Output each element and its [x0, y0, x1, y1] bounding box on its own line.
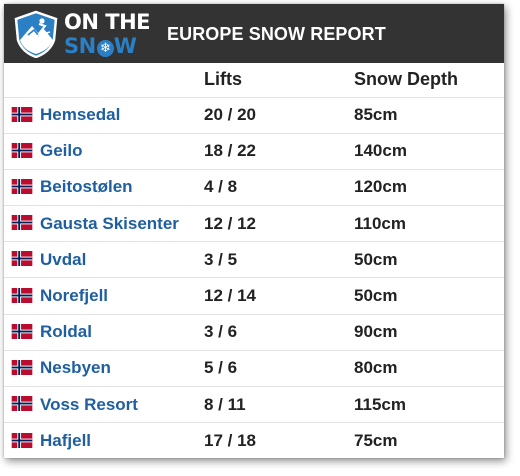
onthesnow-logo[interactable]: ON THE SN ❄ W — [12, 10, 162, 60]
resort-cell: Nesbyen — [4, 350, 204, 386]
snow-depth-value: 85cm — [354, 105, 398, 125]
snow-depth-value: 115cm — [354, 394, 406, 414]
table-row: Geilo 18 / 22 140cm — [4, 133, 504, 169]
table-row: Hemsedal 20 / 20 85cm — [4, 97, 504, 133]
lifts-open-value: 3 / 5 — [204, 249, 238, 269]
norway-flag-icon — [11, 432, 33, 448]
resort-cell: Uvdal — [4, 242, 204, 278]
resort-name-link[interactable]: Hemsedal — [40, 105, 121, 125]
table-row: Norefjell 12 / 14 50cm — [4, 277, 504, 314]
table-body: Hemsedal 20 / 20 85cm Geilo 18 / 22 140c… — [4, 97, 504, 458]
snow-depth-value: 90cm — [354, 322, 398, 342]
resort-cell: Voss Resort — [4, 387, 204, 423]
snow-depth-value: 120cm — [354, 177, 407, 197]
table-row: Nesbyen 5 / 6 80cm — [4, 350, 504, 386]
lifts-open-value: 3 / 6 — [204, 322, 238, 342]
lifts-open-value: 4 / 8 — [204, 177, 238, 197]
norway-flag-icon — [11, 251, 33, 267]
snow-depth-value: 50cm — [354, 249, 398, 269]
norway-flag-icon — [11, 396, 33, 412]
resort-name-link[interactable]: Geilo — [40, 141, 83, 161]
report-header: ON THE SN ❄ W EUROPE SNOW REPORT — [4, 4, 504, 63]
snow-depth-value: 75cm — [354, 431, 398, 451]
resort-cell: Beitostølen — [4, 169, 204, 205]
column-header-lifts: Lifts — [204, 69, 242, 90]
norway-flag-icon — [11, 178, 33, 194]
resort-name-link[interactable]: Gausta Skisenter — [40, 213, 179, 233]
resort-name-link[interactable]: Nesbyen — [40, 358, 111, 378]
resort-cell: Geilo — [4, 133, 204, 169]
shield-mountain-skier-icon — [14, 10, 58, 58]
column-header-resort — [4, 63, 204, 97]
resort-name-link[interactable]: Roldal — [40, 322, 92, 342]
logo-line-2-suffix: W — [113, 34, 137, 58]
table-row: Gausta Skisenter 12 / 12 110cm — [4, 205, 504, 242]
resort-cell: Gausta Skisenter — [4, 206, 204, 242]
resort-name-link[interactable]: Uvdal — [40, 249, 87, 269]
lifts-open-value: 18 / 22 — [204, 141, 256, 161]
page-title: EUROPE SNOW REPORT — [167, 24, 386, 44]
table-row: Roldal 3 / 6 90cm — [4, 314, 504, 350]
snow-report-widget: ON THE SN ❄ W EUROPE SNOW REPORT Lifts Sno… — [4, 4, 504, 458]
resort-name-link[interactable]: Beitostølen — [40, 177, 133, 197]
norway-flag-icon — [11, 142, 33, 158]
table-row: Beitostølen 4 / 8 120cm — [4, 169, 504, 205]
table-row: Voss Resort 8 / 11 115cm — [4, 386, 504, 423]
column-header-snow-depth: Snow Depth — [354, 69, 458, 90]
norway-flag-icon — [11, 287, 33, 303]
logo-line-2-prefix: SN — [64, 34, 96, 58]
logo-line-1: ON THE — [64, 10, 150, 34]
table-header-row: Lifts Snow Depth — [4, 63, 504, 97]
lifts-open-value: 17 / 18 — [204, 431, 256, 451]
resort-name-link[interactable]: Hafjell — [40, 431, 92, 451]
norway-flag-icon — [11, 215, 33, 231]
resort-cell: Roldal — [4, 314, 204, 350]
logo-wordmark: ON THE SN ❄ W — [64, 12, 150, 57]
table-row: Uvdal 3 / 5 50cm — [4, 241, 504, 278]
resort-cell: Norefjell — [4, 278, 204, 314]
lifts-open-value: 12 / 14 — [204, 286, 256, 306]
lifts-open-value: 5 / 6 — [204, 358, 238, 378]
resort-name-link[interactable]: Norefjell — [40, 286, 109, 306]
norway-flag-icon — [11, 106, 33, 122]
logo-line-2: SN ❄ W — [64, 36, 150, 57]
norway-flag-icon — [11, 323, 33, 339]
lifts-open-value: 8 / 11 — [204, 394, 246, 414]
resort-cell: Hemsedal — [4, 97, 204, 133]
lifts-open-value: 12 / 12 — [204, 213, 256, 233]
snowflake-icon: ❄ — [96, 40, 114, 57]
snow-depth-value: 50cm — [354, 286, 398, 306]
snow-depth-value: 110cm — [354, 213, 406, 233]
lifts-open-value: 20 / 20 — [204, 105, 256, 125]
norway-flag-icon — [11, 359, 33, 375]
resort-name-link[interactable]: Voss Resort — [40, 394, 138, 414]
snow-report-table: Lifts Snow Depth Hemsedal 20 / 20 85cm — [4, 63, 504, 458]
table-row: Hafjell 17 / 18 75cm — [4, 422, 504, 458]
snow-depth-value: 140cm — [354, 141, 407, 161]
resort-cell: Hafjell — [4, 423, 204, 458]
snow-depth-value: 80cm — [354, 358, 398, 378]
